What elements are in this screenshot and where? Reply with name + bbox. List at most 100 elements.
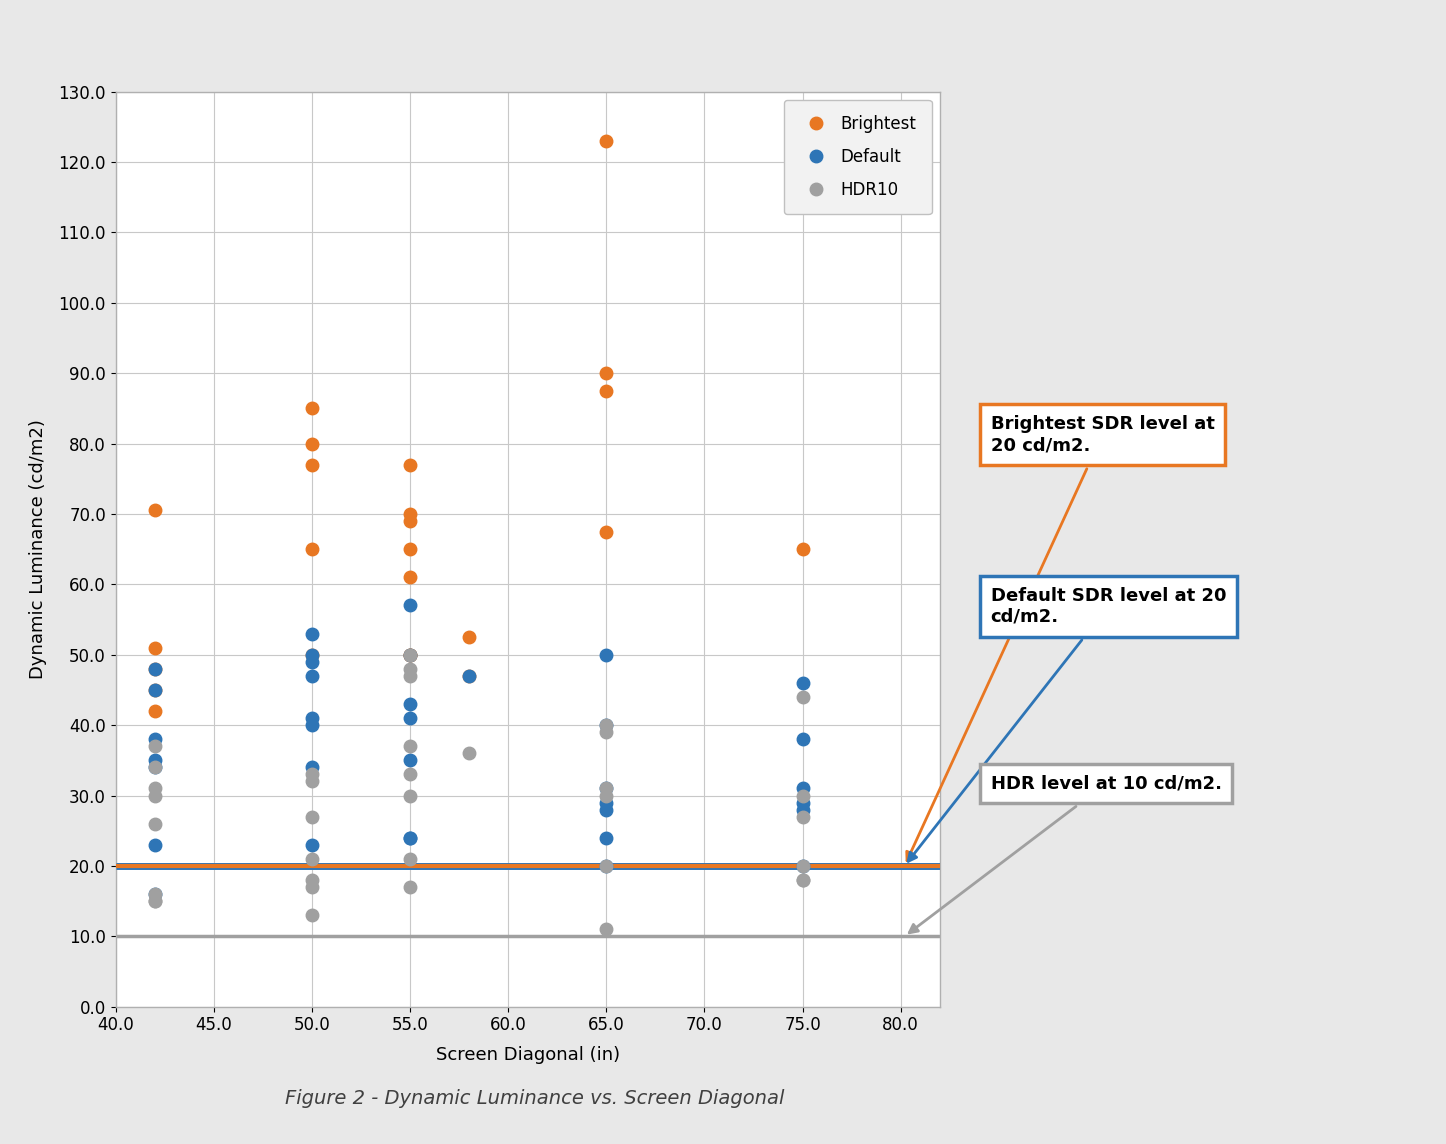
HDR10	[399, 786, 422, 804]
HDR10	[399, 877, 422, 896]
Default	[301, 652, 324, 670]
Default	[143, 758, 166, 777]
Default	[399, 828, 422, 847]
Text: Default SDR level at 20
cd/m2.: Default SDR level at 20 cd/m2.	[908, 587, 1226, 861]
Default	[791, 794, 814, 812]
Text: Figure 2 - Dynamic Luminance vs. Screen Diagonal: Figure 2 - Dynamic Luminance vs. Screen …	[285, 1089, 785, 1107]
Default	[399, 709, 422, 728]
Brightest	[594, 382, 617, 400]
Default	[594, 801, 617, 819]
Default	[301, 625, 324, 643]
HDR10	[301, 772, 324, 791]
HDR10	[399, 667, 422, 685]
HDR10	[399, 765, 422, 784]
HDR10	[594, 716, 617, 734]
Default	[301, 645, 324, 664]
HDR10	[791, 871, 814, 889]
Brightest	[301, 645, 324, 664]
HDR10	[399, 645, 422, 664]
Default	[791, 801, 814, 819]
Brightest	[301, 540, 324, 558]
Brightest	[301, 399, 324, 418]
HDR10	[143, 779, 166, 797]
Default	[594, 828, 617, 847]
Default	[143, 660, 166, 678]
HDR10	[143, 885, 166, 904]
HDR10	[594, 857, 617, 875]
Brightest	[399, 569, 422, 587]
Default	[594, 779, 617, 797]
Brightest	[457, 628, 480, 646]
HDR10	[399, 850, 422, 868]
Default	[594, 716, 617, 734]
Default	[143, 730, 166, 748]
Default	[143, 835, 166, 853]
Default	[399, 694, 422, 713]
X-axis label: Screen Diagonal (in): Screen Diagonal (in)	[435, 1046, 620, 1064]
Text: Brightest SDR level at
20 cd/m2.: Brightest SDR level at 20 cd/m2.	[907, 415, 1215, 860]
Default	[143, 885, 166, 904]
HDR10	[301, 765, 324, 784]
Default	[143, 752, 166, 770]
HDR10	[594, 779, 617, 797]
Brightest	[143, 638, 166, 657]
Default	[594, 857, 617, 875]
Default	[301, 716, 324, 734]
Default	[143, 681, 166, 699]
HDR10	[399, 660, 422, 678]
Default	[399, 645, 422, 664]
Default	[399, 752, 422, 770]
Default	[791, 857, 814, 875]
HDR10	[301, 877, 324, 896]
Brightest	[143, 681, 166, 699]
HDR10	[143, 892, 166, 911]
Brightest	[143, 501, 166, 519]
HDR10	[791, 871, 814, 889]
HDR10	[143, 758, 166, 777]
Default	[301, 835, 324, 853]
HDR10	[791, 688, 814, 706]
HDR10	[143, 892, 166, 911]
Default	[457, 667, 480, 685]
Default	[791, 779, 814, 797]
Brightest	[791, 138, 814, 157]
Default	[594, 645, 617, 664]
HDR10	[791, 857, 814, 875]
Default	[301, 709, 324, 728]
HDR10	[594, 786, 617, 804]
HDR10	[143, 786, 166, 804]
Brightest	[594, 364, 617, 382]
Default	[301, 667, 324, 685]
Brightest	[594, 523, 617, 541]
Default	[399, 828, 422, 847]
Brightest	[399, 645, 422, 664]
Y-axis label: Dynamic Luminance (cd/m2): Dynamic Luminance (cd/m2)	[29, 419, 48, 680]
HDR10	[791, 786, 814, 804]
Default	[594, 794, 617, 812]
Brightest	[399, 645, 422, 664]
Default	[399, 596, 422, 614]
HDR10	[301, 906, 324, 924]
HDR10	[301, 871, 324, 889]
Brightest	[301, 455, 324, 474]
Text: HDR level at 10 cd/m2.: HDR level at 10 cd/m2.	[910, 774, 1222, 932]
Legend: Brightest, Default, HDR10: Brightest, Default, HDR10	[784, 100, 931, 214]
HDR10	[399, 737, 422, 755]
HDR10	[594, 723, 617, 741]
Brightest	[399, 511, 422, 530]
Brightest	[399, 540, 422, 558]
Default	[301, 758, 324, 777]
HDR10	[301, 850, 324, 868]
HDR10	[301, 808, 324, 826]
Brightest	[399, 455, 422, 474]
Brightest	[143, 660, 166, 678]
HDR10	[143, 815, 166, 833]
HDR10	[457, 744, 480, 762]
HDR10	[791, 808, 814, 826]
Brightest	[457, 667, 480, 685]
Brightest	[143, 702, 166, 721]
Default	[791, 674, 814, 692]
Brightest	[301, 435, 324, 453]
Brightest	[594, 132, 617, 150]
Brightest	[791, 540, 814, 558]
